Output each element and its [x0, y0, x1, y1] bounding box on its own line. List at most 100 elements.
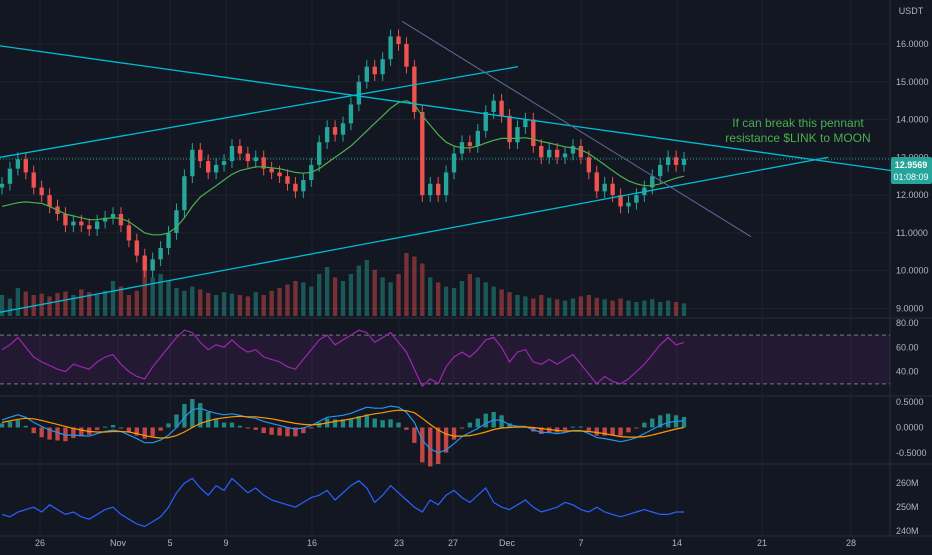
macd-histogram-bar	[15, 420, 21, 428]
candle-body	[650, 176, 655, 188]
macd-histogram-bar	[332, 419, 338, 428]
rsi-line	[1, 329, 685, 388]
candle-body	[31, 172, 36, 188]
macd-histogram-bar	[539, 427, 544, 434]
candle-body	[71, 221, 76, 226]
volume-bar	[301, 282, 306, 316]
annotation-text[interactable]: If can break this pennant resistance $LI…	[725, 116, 870, 145]
candle-body	[356, 81, 362, 105]
candle-body	[190, 149, 195, 177]
volume-bar	[443, 286, 449, 316]
obv-line	[1, 477, 684, 528]
volume-bar	[245, 296, 251, 316]
volume-bar	[523, 296, 528, 316]
candle-body	[87, 225, 92, 230]
time-tick-label: Nov	[110, 538, 127, 548]
moving-average-line	[1, 100, 685, 236]
macd-histogram-bar	[79, 427, 84, 437]
macd-histogram-bar	[475, 418, 480, 428]
time-tick-label: Dec	[499, 538, 516, 548]
candle-body	[396, 36, 401, 44]
candle-body	[293, 183, 298, 192]
volume-bar	[570, 298, 576, 316]
time-tick-label: 9	[223, 538, 228, 548]
candle-body	[388, 36, 393, 60]
annotation-line-2: resistance $LINK to MOON	[725, 131, 870, 145]
volume-bar	[63, 291, 68, 316]
rsi-tick-label: 60.00	[896, 342, 919, 352]
macd-histogram-bar	[213, 418, 219, 428]
price-tick-label: 9.0000	[896, 303, 924, 313]
price-tick-label: 10.0000	[896, 266, 929, 276]
macd-histogram-bar	[459, 427, 465, 429]
macd-histogram-bar	[356, 416, 362, 428]
volume-bar	[0, 295, 5, 316]
volume-bar	[309, 286, 314, 316]
macd-histogram-bar	[166, 423, 171, 428]
volume-bar	[547, 297, 552, 316]
volume-bar	[681, 303, 687, 316]
time-tick-label: 5	[167, 538, 172, 548]
obv-tick-label: 250M	[896, 502, 919, 512]
macd-histogram-bar	[340, 419, 346, 428]
volume-bar	[15, 288, 21, 316]
volume-bar	[380, 277, 385, 316]
candle-body	[428, 183, 433, 196]
candle-body	[673, 157, 679, 165]
candle-body	[467, 142, 473, 146]
rsi-path	[1, 329, 685, 388]
candle-body	[324, 127, 330, 143]
volume-bar	[23, 291, 28, 316]
volume-bar	[475, 277, 480, 316]
macd-histogram-bar	[142, 427, 147, 439]
volume-bar	[451, 288, 457, 316]
macd-histogram-bar	[380, 420, 385, 428]
candle-body	[150, 259, 155, 271]
time-tick-label: 14	[672, 538, 682, 548]
macd-histogram-bar	[150, 427, 155, 437]
macd-histogram-bar	[483, 413, 488, 428]
last-price-value: 12.9569	[895, 160, 928, 170]
last-price-badge-bg	[891, 157, 932, 184]
grid-layer	[0, 0, 890, 536]
candle-body	[94, 221, 100, 230]
candle-body	[39, 187, 44, 196]
volume-bar	[7, 298, 13, 316]
candle-body	[174, 210, 179, 233]
volume-bar	[650, 299, 655, 316]
pennant-trendlines[interactable]	[0, 20, 932, 313]
candle-body	[245, 153, 251, 162]
macd-histogram-bar	[420, 427, 425, 463]
volume-bar	[55, 292, 60, 316]
macd-tick-label: -0.5000	[896, 448, 927, 458]
volume-bar	[206, 292, 211, 316]
candle-body	[198, 149, 203, 162]
macd-histogram-bar	[47, 427, 52, 440]
volume-bar	[332, 277, 338, 316]
volume-bar	[658, 302, 663, 316]
volume-bar	[71, 295, 76, 316]
macd-indicator	[0, 399, 687, 467]
rsi-band-fill	[0, 335, 890, 384]
macd-histogram-bar	[182, 403, 187, 428]
volume-bar	[673, 302, 679, 316]
rsi-tick-label: 40.00	[896, 367, 919, 377]
volume-bar	[562, 300, 568, 316]
macd-histogram-bar	[198, 403, 203, 428]
macd-histogram-bar	[396, 422, 401, 428]
candle-body	[499, 100, 504, 116]
candle-body	[594, 172, 599, 192]
candle-body	[142, 255, 147, 271]
macd-histogram-bar	[94, 427, 100, 430]
candle-body	[523, 119, 528, 128]
macd-histogram-bar	[443, 427, 449, 453]
volume-bar	[285, 284, 290, 316]
macd-histogram-bar	[261, 427, 266, 434]
candle-body	[340, 123, 346, 135]
obv-path	[1, 477, 684, 528]
time-tick-label: 16	[307, 538, 317, 548]
macd-histogram-bar	[285, 427, 290, 437]
candle-body	[515, 127, 520, 143]
